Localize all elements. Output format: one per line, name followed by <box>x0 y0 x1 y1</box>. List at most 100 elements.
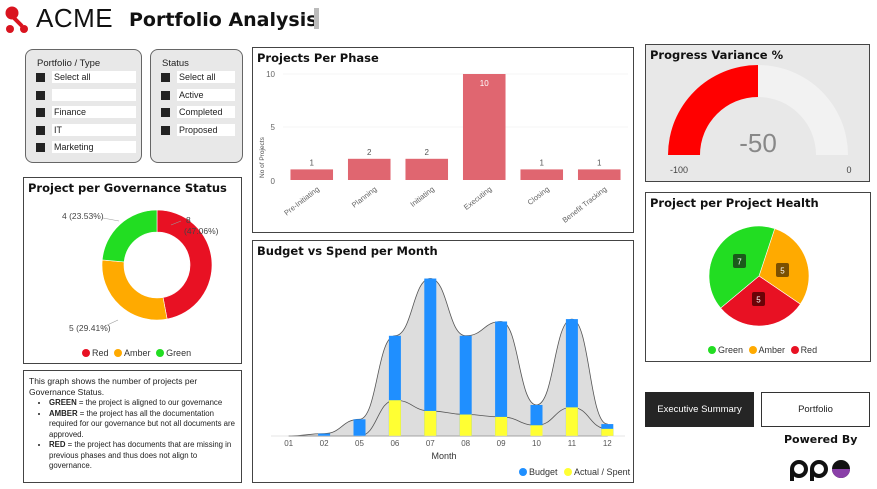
phase-y-axis-label: No of Projects <box>259 136 266 178</box>
ppo-logo <box>789 456 853 482</box>
month-tick-label: 05 <box>355 439 364 448</box>
legend-actual-label: Actual / Spent <box>574 467 631 477</box>
checkbox-icon[interactable] <box>36 73 45 82</box>
checkbox-icon[interactable] <box>36 125 45 135</box>
budget-vs-spend-chart: 01 02 05 06 07 08 09 10 11 12 Month <box>271 278 625 461</box>
status-item[interactable]: Select all <box>161 71 235 83</box>
checkbox-icon[interactable] <box>36 108 45 117</box>
month-tick-label: 08 <box>461 439 470 448</box>
budget-bar[interactable] <box>318 433 331 436</box>
phase-bar[interactable] <box>347 158 391 180</box>
governance-note-intro: This graph shows the number of projects … <box>29 376 198 397</box>
projects-per-phase-chart: No of Projects 10 5 0 1 Pre-Initiating 2 Pl… <box>259 70 628 225</box>
legend-health-red[interactable]: Red <box>790 345 817 355</box>
portfolio-item[interactable]: Finance <box>36 106 136 118</box>
month-tick-label: 07 <box>426 439 435 448</box>
portfolio-button[interactable]: Portfolio <box>761 392 870 427</box>
project-health-panel: Project per Project Health 7 5 5 Green A… <box>645 192 871 362</box>
checkbox-icon[interactable] <box>161 108 170 117</box>
portfolio-item[interactable]: Select all <box>36 71 136 83</box>
checkbox-icon[interactable] <box>36 143 45 152</box>
checkbox-icon[interactable] <box>161 90 170 100</box>
actual-bar[interactable] <box>388 400 401 436</box>
governance-donut-chart: 4 (23.53%) 8 (47.06%) 5 (29.41%) <box>62 209 219 333</box>
phase-category-label: Pre-Initiating <box>282 184 321 217</box>
portfolio-item[interactable]: IT <box>36 123 136 136</box>
budget-vs-spend-panel: Budget vs Spend per Month 01 02 05 06 07 08 09… <box>252 240 634 483</box>
projects-per-phase-title: Projects Per Phase <box>257 51 379 65</box>
budget-bar[interactable] <box>495 321 508 436</box>
project-health-pie-chart: 7 5 5 <box>708 225 810 327</box>
checkbox-icon[interactable] <box>161 73 170 82</box>
portfolio-item-label <box>52 88 136 101</box>
actual-bar[interactable] <box>459 414 472 436</box>
status-slicer[interactable]: Status Select all Active Completed Proposed <box>150 49 243 163</box>
legend-red[interactable]: Red <box>82 348 109 358</box>
project-health-title: Project per Project Health <box>650 196 819 210</box>
note-amber-text: = the project has all the documentation … <box>49 408 235 439</box>
donut-slice-green[interactable] <box>101 209 158 263</box>
legend-health-green[interactable]: Green <box>708 345 743 355</box>
phase-bar[interactable] <box>290 169 334 180</box>
legend-budget[interactable]: Budget <box>519 467 558 477</box>
budget-bar[interactable] <box>565 319 578 436</box>
acme-logo-icon <box>5 6 28 33</box>
budget-x-axis-label: Month <box>431 451 456 461</box>
governance-label-red-count: 8 <box>186 215 191 225</box>
portfolio-item[interactable] <box>36 88 136 101</box>
status-item-label: Active <box>177 88 235 101</box>
status-item[interactable]: Proposed <box>161 123 235 136</box>
month-tick-label: 06 <box>390 439 399 448</box>
portfolio-type-slicer[interactable]: Portfolio / Type Select all Finance IT Mark… <box>25 49 142 163</box>
note-green-key: GREEN <box>49 398 77 407</box>
budget-legend: Budget Actual / Spent <box>519 467 630 477</box>
progress-variance-value: -50 <box>739 128 777 158</box>
portfolio-item-label: Finance <box>52 106 136 118</box>
phase-bar-value-label: 1 <box>540 158 545 167</box>
portfolio-item-label: Marketing <box>52 141 136 153</box>
health-label-green: 7 <box>737 258 742 267</box>
legend-health-amber[interactable]: Amber <box>748 345 785 355</box>
month-tick-label: 09 <box>497 439 506 448</box>
legend-green[interactable]: Green <box>156 348 191 358</box>
legend-amber[interactable]: Amber <box>114 348 151 358</box>
note-amber-key: AMBER <box>49 408 78 418</box>
checkbox-icon[interactable] <box>161 125 170 135</box>
legend-actual[interactable]: Actual / Spent <box>564 467 630 477</box>
budget-bar[interactable] <box>424 278 437 436</box>
governance-status-panel: Project per Governance Status 4 (23.53%)… <box>23 177 242 364</box>
progress-variance-min: -100 <box>670 165 688 175</box>
budget-bar[interactable] <box>353 419 366 436</box>
status-item[interactable]: Completed <box>161 106 235 118</box>
governance-legend: Red Amber Green <box>82 348 191 358</box>
phase-bar-value-label: 2 <box>367 148 372 157</box>
budget-bar[interactable] <box>459 335 472 436</box>
phase-bar[interactable] <box>577 169 621 180</box>
month-tick-label: 11 <box>568 439 577 448</box>
phase-category-label: Benefit Tracking <box>561 184 609 224</box>
brand-name: ACME <box>36 3 114 33</box>
actual-bar[interactable] <box>424 410 437 436</box>
actual-bar[interactable] <box>530 425 543 436</box>
checkbox-icon[interactable] <box>36 90 45 100</box>
phase-bar[interactable] <box>520 169 564 180</box>
actual-bar[interactable] <box>601 428 614 436</box>
actual-bar[interactable] <box>565 407 578 436</box>
phase-bar[interactable] <box>462 74 506 180</box>
donut-slice-amber[interactable] <box>101 259 168 321</box>
phase-bar[interactable] <box>405 158 449 180</box>
donut-slice-red[interactable] <box>156 209 213 320</box>
executive-summary-button[interactable]: Executive Summary <box>645 392 754 427</box>
status-item[interactable]: Active <box>161 88 235 101</box>
status-item-label: Select all <box>177 71 235 83</box>
legend-green-label: Green <box>166 348 192 358</box>
portfolio-item[interactable]: Marketing <box>36 141 136 153</box>
month-tick-label: 02 <box>320 439 329 448</box>
phase-category-label: Closing <box>526 184 551 206</box>
phase-ytick-5: 5 <box>271 123 276 132</box>
powered-by-label: Powered By <box>784 433 858 446</box>
phase-ytick-10: 10 <box>266 70 275 79</box>
actual-bar[interactable] <box>495 416 508 436</box>
note-item-amber: AMBER = the project has all the document… <box>49 409 239 441</box>
phase-bar-value-label: 2 <box>425 148 430 157</box>
